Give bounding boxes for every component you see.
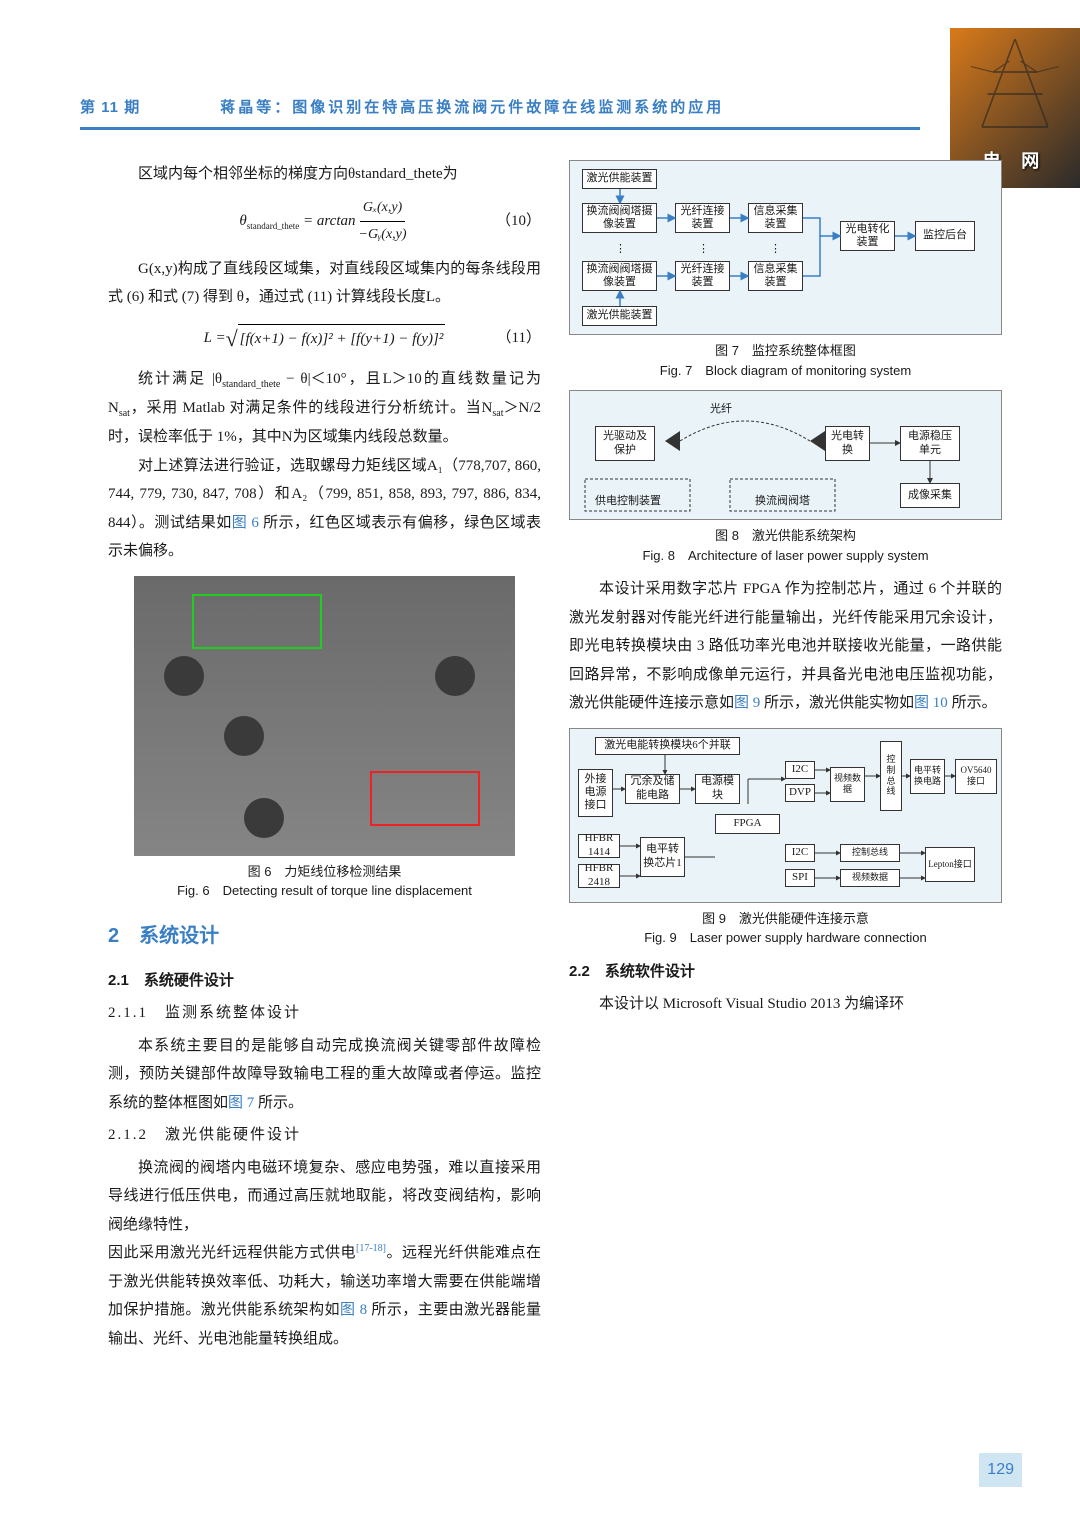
diagram-box: 冗余及储能电路	[625, 774, 680, 804]
denominator: −Gᵧ(x,y)	[356, 222, 410, 249]
text: 本设计采用数字芯片 FPGA 作为控制芯片，通过 6 个并联的激光发射器对传能光…	[569, 581, 1002, 711]
diagram-box: 激光供能装置	[582, 169, 657, 189]
figure-7-diagram: 激光供能装置 换流阀阀塔摄像装置 光纤连接装置 信息采集装置 ⋮ ⋮ ⋮ 换流阀…	[569, 160, 1002, 335]
paragraph: 本设计以 Microsoft Visual Studio 2013 为编译环	[569, 990, 1002, 1019]
diagram-box: OV5640接口	[955, 759, 997, 794]
diagram-box: 电源稳压单元	[900, 426, 960, 461]
dots: ⋮	[770, 239, 781, 260]
figure-7: 激光供能装置 换流阀阀塔摄像装置 光纤连接装置 信息采集装置 ⋮ ⋮ ⋮ 换流阀…	[569, 160, 1002, 380]
section-2: 2 系统设计	[108, 917, 541, 955]
fig-caption-en: Fig. 7 Block diagram of monitoring syste…	[569, 361, 1002, 381]
figure-ref[interactable]: 图 8	[340, 1302, 367, 1318]
diagram-box: FPGA	[715, 814, 780, 834]
page-number: 129	[979, 1453, 1022, 1487]
fig-caption-en: Fig. 6 Detecting result of torque line d…	[108, 881, 541, 901]
diagram-box: 光纤连接装置	[675, 203, 730, 233]
text: 所示。	[254, 1095, 303, 1111]
diagram-box: 光驱动及保护	[595, 426, 655, 461]
figure-ref[interactable]: 图 6	[232, 515, 259, 531]
diagram-box: 监控后台	[915, 221, 975, 251]
figure-8-diagram: 光纤 光驱动及保护 光电转换 电源稳压单元 供电控制装置 换流阀阀塔 成像采集	[569, 390, 1002, 520]
radicand: [f(x+1) − f(x)]² + [f(y+1) − f(y)]²	[238, 324, 446, 354]
paragraph: 换流阀的阀塔内电磁环境复杂、感应电势强，难以直接采用导线进行低压供电，而通过高压…	[108, 1154, 541, 1240]
main-content: 区域内每个相邻坐标的梯度方向θstandard_thete为 θstandard…	[108, 160, 1002, 1445]
diagram-box: DVP	[785, 784, 815, 802]
diagram-box: I2C	[785, 844, 815, 862]
figure-ref[interactable]: 图 9	[734, 695, 760, 711]
text: 所示，激光供能实物如	[760, 695, 914, 711]
figure-6-image	[134, 576, 515, 856]
diagram-box: Lepton接口	[925, 847, 975, 882]
eq-label: （10）	[496, 207, 541, 236]
subscript: standard_thete	[247, 221, 299, 231]
paragraph: 对上述算法进行验证，选取螺母力矩线区域A₁（778,707, 860, 744,…	[108, 452, 541, 566]
dots: ⋮	[615, 239, 626, 260]
diagram-box: 光纤连接装置	[675, 261, 730, 291]
text: = arctan	[299, 213, 355, 229]
text: ，采用 Matlab 对满足条件的线段进行分析统计。当N	[130, 400, 492, 416]
text: 本系统主要目的是能够自动完成换流阀关键零部件故障检测，预防关键部件故障导致输电工…	[108, 1038, 541, 1111]
diagram-box: 光电转换	[825, 426, 870, 461]
text: 所示。	[948, 695, 997, 711]
paragraph: 本系统主要目的是能够自动完成换流阀关键零部件故障检测，预防关键部件故障导致输电工…	[108, 1032, 541, 1118]
diagram-box: 信息采集装置	[748, 261, 803, 291]
fig-caption-cn: 图 7 监控系统整体框图	[569, 341, 1002, 361]
text: 区域内每个相邻坐标的梯度方向θstandard_thete为	[138, 166, 458, 182]
diagram-box: 激光电能转换模块6个并联	[595, 737, 740, 755]
diagram-box: I2C	[785, 761, 815, 779]
paragraph: 区域内每个相邻坐标的梯度方向θstandard_thete为	[108, 160, 541, 189]
diagram-box: 视频数据	[840, 869, 900, 887]
figure-9: 激光电能转换模块6个并联 外接电源接口 冗余及储能电路 电源模块 HFBR 14…	[569, 728, 1002, 948]
fig-caption-cn: 图 9 激光供能硬件连接示意	[569, 909, 1002, 929]
diagram-box: 电平转换电路	[910, 759, 945, 794]
diagram-box: 电平转换芯片1	[640, 837, 685, 877]
diagram-box: 激光供能装置	[582, 306, 657, 326]
equation-10: θstandard_thete = arctan Gₓ(x,y) −Gᵧ(x,y…	[108, 195, 541, 249]
text: 统计满足 |θ	[138, 371, 222, 387]
dots: ⋮	[698, 239, 709, 260]
figure-9-diagram: 激光电能转换模块6个并联 外接电源接口 冗余及储能电路 电源模块 HFBR 14…	[569, 728, 1002, 903]
paragraph: 统计满足 |θstandard_thete − θ|＜10°，且L＞10的直线数…	[108, 365, 541, 452]
citation[interactable]: [17-18]	[356, 1243, 386, 1254]
diagram-box: 视频数据	[830, 767, 865, 802]
diagram-box: 换流阀阀塔摄像装置	[582, 203, 657, 233]
label: 换流阀阀塔	[755, 491, 810, 512]
diagram-box: SPI	[785, 869, 815, 887]
figure-6: 图 6 力矩线位移检测结果 Fig. 6 Detecting result of…	[108, 576, 541, 901]
diagram-box: 换流阀阀塔摄像装置	[582, 261, 657, 291]
eq-label: （11）	[497, 324, 541, 353]
figure-ref[interactable]: 图 10	[914, 695, 948, 711]
diagram-box: 信息采集装置	[748, 203, 803, 233]
figure-ref[interactable]: 图 7	[228, 1095, 254, 1111]
page-header: 第 11 期 蒋晶等：图像识别在特高压换流阀元件故障在线监测系统的应用	[80, 94, 920, 130]
fig-caption-en: Fig. 8 Architecture of laser power suppl…	[569, 546, 1002, 566]
diagram-box: HFBR 1414	[578, 834, 620, 858]
numerator: Gₓ(x,y)	[360, 195, 405, 223]
diagram-box: 控制总线	[840, 844, 900, 862]
fig-caption-cn: 图 6 力矩线位移检测结果	[108, 862, 541, 882]
diagram-box: 电源模块	[695, 774, 740, 804]
diagram-box: 成像采集	[900, 483, 960, 508]
paragraph: G(x,y)构成了直线段区域集，对直线段区域集内的每条线段用式 (6) 和式 (…	[108, 255, 541, 312]
subsection-2-1: 2.1 系统硬件设计	[108, 967, 541, 996]
paragraph: 因此采用激光光纤远程供能方式供电[17-18]。远程光纤供能难点在于激光供能转换…	[108, 1239, 541, 1353]
diagram-box: 控制总线	[880, 741, 902, 811]
subsubsection-2-1-2: 2.1.2 激光供能硬件设计	[108, 1121, 541, 1150]
subsubsection-2-1-1: 2.1.1 监测系统整体设计	[108, 999, 541, 1028]
text: L =	[204, 324, 226, 353]
diagram-box: 光电转化装置	[840, 221, 895, 251]
paragraph: 本设计采用数字芯片 FPGA 作为控制芯片，通过 6 个并联的激光发射器对传能光…	[569, 575, 1002, 718]
label: 供电控制装置	[595, 491, 661, 512]
issue-number: 第 11 期	[80, 94, 140, 123]
fig-caption-cn: 图 8 激光供能系统架构	[569, 526, 1002, 546]
diagram-box: 外接电源接口	[578, 769, 613, 817]
label: 光纤	[710, 399, 732, 420]
header-title: 蒋晶等：图像识别在特高压换流阀元件故障在线监测系统的应用	[220, 94, 724, 123]
diagram-box: HFBR 2418	[578, 864, 620, 888]
equation-11: L = √[f(x+1) − f(x)]² + [f(y+1) − f(y)]²…	[108, 318, 541, 360]
fig-caption-en: Fig. 9 Laser power supply hardware conne…	[569, 928, 1002, 948]
subsection-2-2: 2.2 系统软件设计	[569, 958, 1002, 987]
figure-8: 光纤 光驱动及保护 光电转换 电源稳压单元 供电控制装置 换流阀阀塔 成像采集 …	[569, 390, 1002, 565]
text: 因此采用激光光纤远程供能方式供电	[108, 1245, 356, 1261]
